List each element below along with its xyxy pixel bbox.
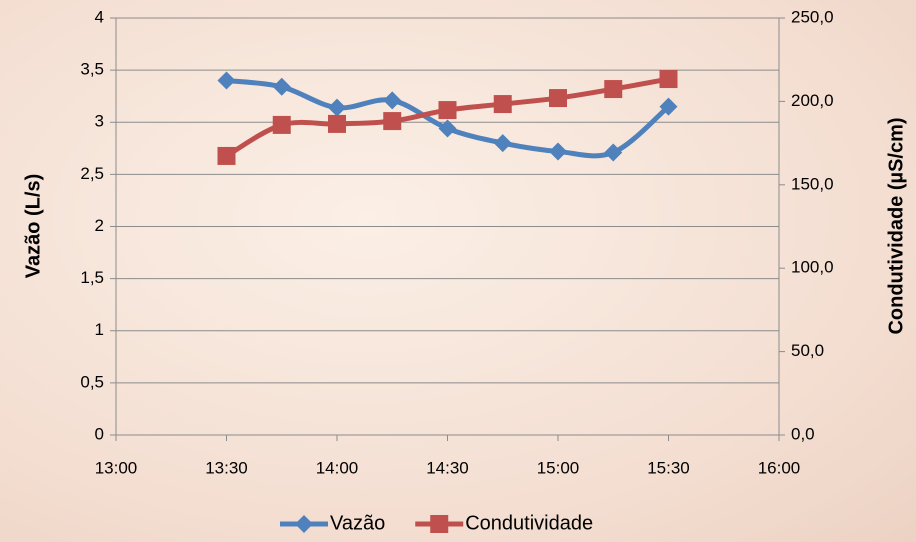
data-point: [273, 116, 291, 134]
y-tick-label: 1,5: [80, 268, 104, 287]
data-point: [660, 70, 678, 88]
y2-tick-label: 200,0: [791, 91, 834, 110]
x-tick-label: 14:30: [426, 458, 469, 477]
legend-label: Vazão: [330, 512, 385, 534]
legend-label: Condutividade: [465, 512, 593, 534]
data-point: [328, 115, 346, 133]
y-tick-label: 1: [95, 320, 104, 339]
data-point: [383, 91, 401, 109]
y-tick-label: 4: [95, 7, 104, 26]
chart: Vazão (L/s) Condutividade (µS/cm) 0 0,5 1 1…: [0, 0, 916, 542]
y2-tick-label: 50,0: [791, 341, 824, 360]
y2-axis-title: Condutividade (µS/cm): [885, 117, 907, 334]
y-tick-label: 2,5: [80, 164, 104, 183]
data-point: [273, 78, 291, 96]
data-point: [549, 89, 567, 107]
data-point: [439, 101, 457, 119]
x-tick-label: 13:30: [205, 458, 248, 477]
y2-tick-label: 0,0: [791, 424, 815, 443]
y-tick-label: 0: [95, 424, 104, 443]
y2-tick-label: 100,0: [791, 258, 834, 277]
y2-tick-label: 250,0: [791, 7, 834, 26]
x-tick-label: 15:30: [647, 458, 690, 477]
y-tick-label: 3: [95, 112, 104, 131]
y-axis-title: Vazão (L/s): [22, 174, 44, 278]
x-tick-label: 15:00: [537, 458, 580, 477]
data-point: [383, 112, 401, 130]
data-point: [494, 134, 512, 152]
data-point: [328, 99, 346, 117]
legend-marker: [430, 515, 448, 533]
data-point: [218, 72, 236, 90]
data-point: [604, 80, 622, 98]
data-point: [218, 147, 236, 165]
x-tick-label: 13:00: [95, 458, 138, 477]
y-tick-label: 0,5: [80, 372, 104, 391]
legend-marker: [295, 515, 313, 533]
data-point: [604, 143, 622, 161]
x-tick-label: 14:00: [316, 458, 359, 477]
data-point: [549, 142, 567, 160]
y2-tick-label: 150,0: [791, 174, 834, 193]
y-tick-label: 3,5: [80, 60, 104, 79]
page: Vazão (L/s) Condutividade (µS/cm) 0 0,5 1 1…: [0, 0, 916, 542]
y-tick-label: 2: [95, 216, 104, 235]
x-tick-label: 16:00: [758, 458, 801, 477]
data-point: [494, 95, 512, 113]
